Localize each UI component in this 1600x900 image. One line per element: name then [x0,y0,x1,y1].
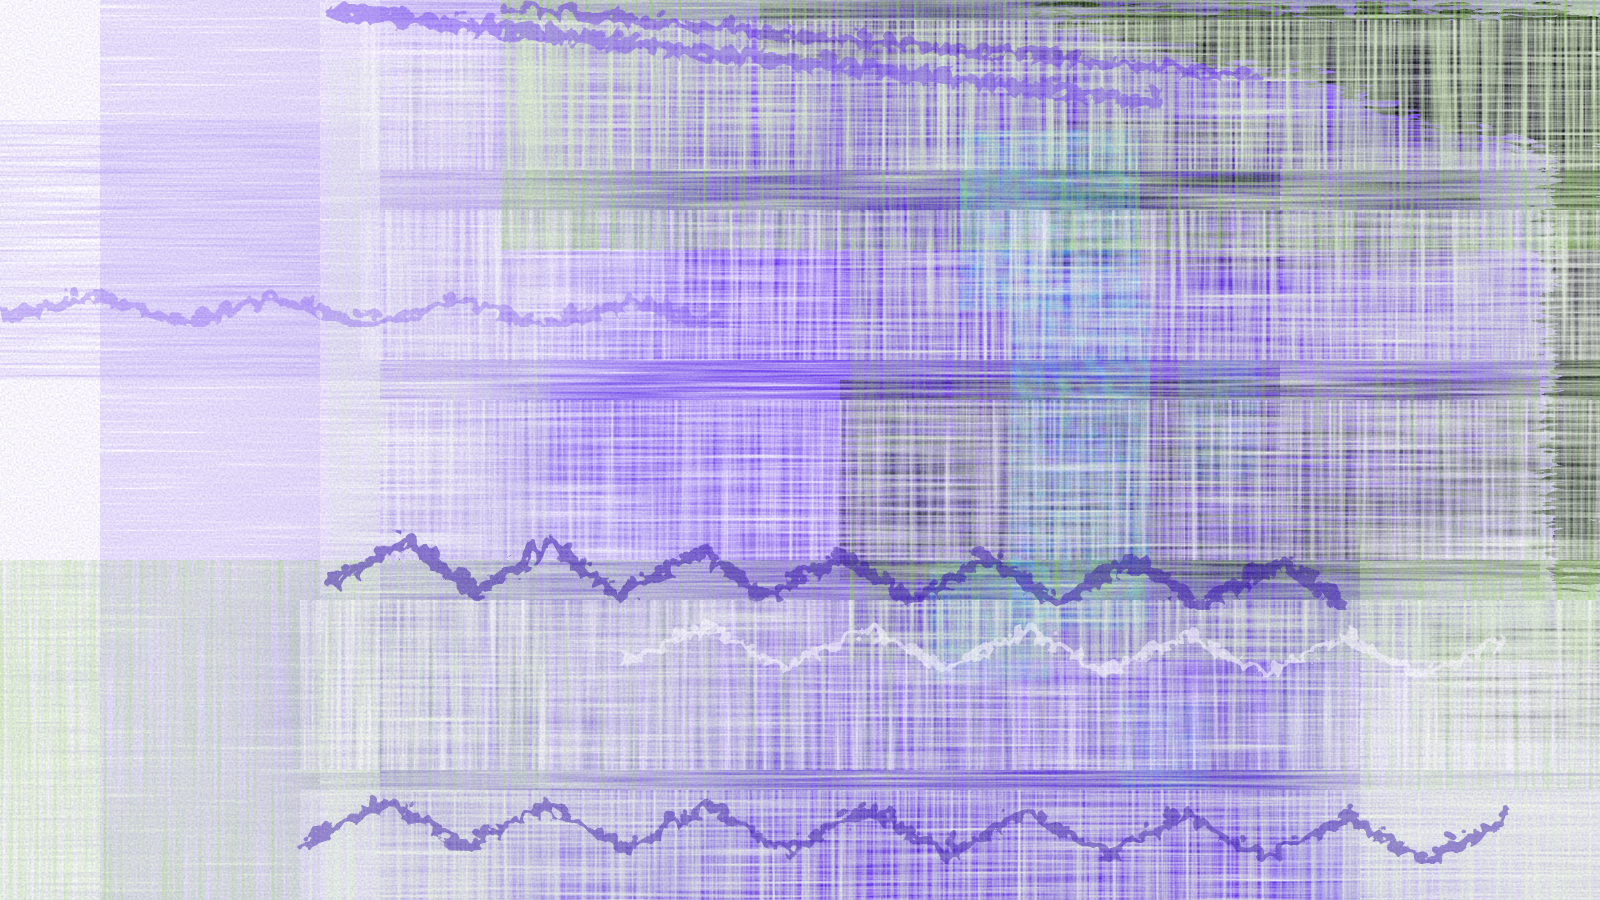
glitch-artwork [0,0,1600,900]
grain-dark [0,0,1600,900]
glitch-canvas [0,0,1600,900]
grain-layer [0,0,1600,900]
